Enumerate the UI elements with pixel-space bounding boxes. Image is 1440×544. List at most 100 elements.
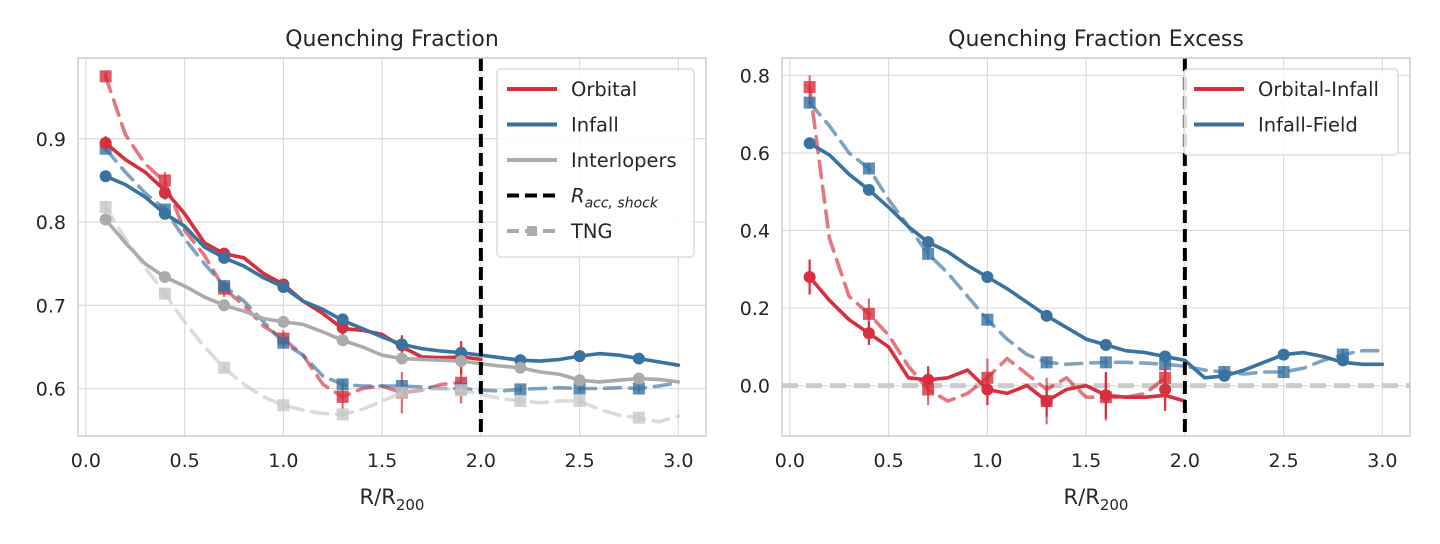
chart-panel-2: 0.0 0.5 1.0 1.5 2.0 2.5 3.0 0.0 0.2 0.4 0.6 0.8 Quen… [740,27,1411,514]
x-tick-label: 1.5 [367,450,397,472]
tng-square-marker [336,408,349,421]
x-tick-label: 2.5 [565,450,595,472]
data-point [277,280,290,293]
data-point [277,315,290,328]
x-axis-label: R/R200 [1064,485,1129,514]
legend-item: Interlopers [507,149,677,172]
data-point [632,372,645,385]
legend-square-marker [527,226,537,236]
axes-frame [781,57,1411,437]
x-tick-label: 3.0 [663,450,693,472]
x-tick-label: 1.0 [268,450,298,472]
data-point [336,334,349,347]
panel-title: Quenching Fraction [285,27,499,52]
legend-item: TNG [507,220,613,243]
data-point [336,321,349,334]
data-point [1040,309,1053,322]
series-line [807,275,1187,403]
y-tick-label: 0.6 [740,143,770,165]
x-tick-label: 2.5 [1269,450,1299,472]
x-tick-label: 0.5 [170,450,200,472]
data-point [158,186,171,199]
tng-square-marker [514,383,527,396]
x-tick-label: 0.0 [71,450,101,472]
data-point [1099,338,1112,351]
x-tick-label: 1.5 [1071,450,1101,472]
data-point [99,213,112,226]
series-orbital [99,136,483,375]
x-tick-label: 1.0 [972,450,1002,472]
chart-panel-1: 0.0 0.5 1.0 1.5 2.0 2.5 3.0 0.6 0.7 0.8 0.9 Quenchi… [36,27,707,514]
data-point [1099,389,1112,402]
legend-label: Infall [571,114,619,137]
series-line [807,141,1385,380]
tng-square-marker [632,382,645,395]
tng-square-marker [981,313,994,326]
tng-square-marker [277,336,290,349]
data-point [1336,354,1349,367]
data-point [1159,350,1172,363]
legend-item: Orbital-Infall [1194,78,1379,101]
legend-item: Infall [507,114,619,137]
y-tick-label: 0.8 [36,212,66,234]
y-tick-label: 0.2 [740,298,770,320]
tng-square-marker [632,411,645,424]
x-tick-label: 3.0 [1367,450,1397,472]
data-point [922,373,935,386]
tng-square-marker [336,378,349,391]
legend-item: Racc, shock [507,185,659,212]
data-point [1277,348,1290,361]
tng-square-marker [395,386,408,399]
data-point [218,299,231,312]
legend-label: TNG [570,220,613,243]
data-point [336,313,349,326]
x-tick-label: 2.0 [466,450,496,472]
data-point [455,346,468,359]
data-point [514,361,527,374]
tng-square-marker [573,382,586,395]
legend-label: Racc, shock [571,185,659,212]
data-point [862,327,875,340]
tng-square-marker [218,280,231,293]
tng-square-marker [1099,356,1112,369]
data-point [981,383,994,396]
legend-item: Orbital [507,78,637,101]
legend-label: Infall-Field [1258,114,1358,137]
tng-square-marker [455,384,468,397]
data-point [1040,395,1053,408]
plot-data [782,58,1410,436]
legend-label: Orbital-Infall [1258,78,1379,101]
y-tick-label: 0.6 [36,379,66,401]
data-point [158,270,171,283]
tng-square-marker [862,307,875,320]
tng-square-marker [803,96,816,109]
series-infall-field [803,137,1385,382]
legend: Orbital Infall Interlopers Racc, shock TNG [496,68,695,258]
data-point [1218,369,1231,382]
legend-item: Infall-Field [1194,114,1358,137]
tng-square-marker [277,399,290,412]
data-point [803,271,816,284]
legend: Orbital-Infall Infall-Field [1183,68,1399,156]
tng-series-interlopers-tng [99,200,681,424]
y-tick-label: 0.0 [740,376,770,398]
tng-square-marker [218,361,231,374]
tng-square-marker [862,162,875,175]
legend-box [496,68,695,258]
tng-square-marker [99,70,112,83]
data-point [218,251,231,264]
data-point [455,355,468,368]
axes-frame [77,57,707,437]
tng-square-marker [803,81,816,94]
tng-square-marker [158,174,171,187]
tng-square-marker [1277,366,1290,379]
legend-label: Interlopers [571,149,677,172]
data-point [573,374,586,387]
data-point [99,170,112,183]
data-point [803,137,816,150]
x-tick-label: 0.0 [775,450,805,472]
x-tick-label: 2.0 [1170,450,1200,472]
data-point [99,136,112,149]
